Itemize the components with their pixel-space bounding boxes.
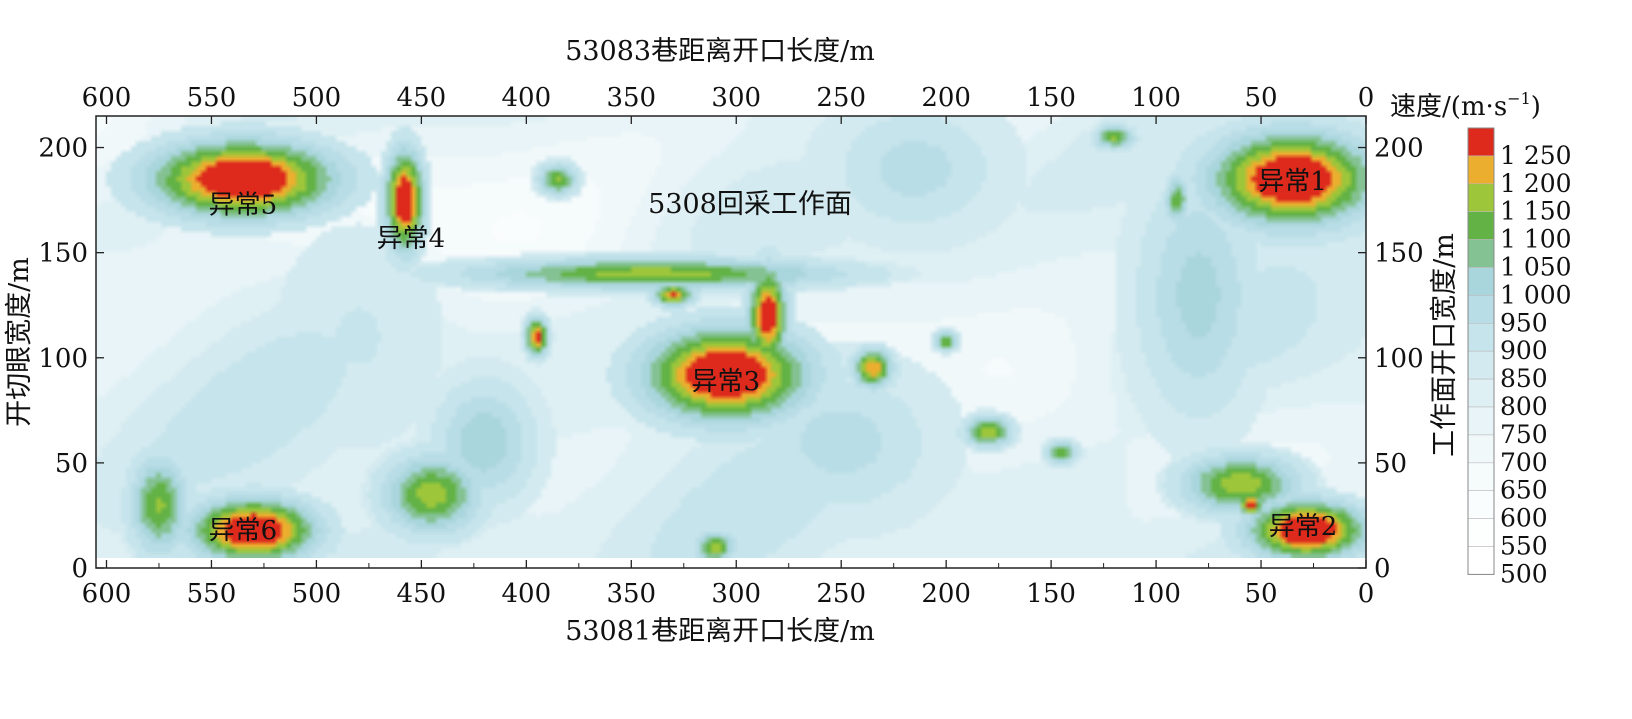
x-top-tick-label: 0 xyxy=(1358,83,1375,113)
colorbar-swatch xyxy=(1467,350,1495,380)
anomaly-label: 异常5 xyxy=(209,190,278,220)
x-top-tick-label: 400 xyxy=(502,83,552,113)
top-axis-title: 53083巷距离开口长度/m xyxy=(565,36,875,67)
colorbar-level-label: 1 150 xyxy=(1500,197,1572,226)
velocity-heatmap xyxy=(96,116,1366,558)
x-top-tick-label: 450 xyxy=(397,83,447,113)
colorbar-level-label: 1 250 xyxy=(1500,141,1572,170)
anomaly-label: 异常4 xyxy=(377,224,446,254)
x-top-tick-label: 200 xyxy=(921,83,971,113)
colorbar-swatch xyxy=(1467,155,1495,185)
x-bottom-tick-label: 0 xyxy=(1358,579,1375,609)
colorbar-swatch xyxy=(1467,406,1495,436)
colorbar-swatch xyxy=(1467,434,1495,464)
x-top-tick-label: 300 xyxy=(711,83,761,113)
colorbar-swatch xyxy=(1467,378,1495,408)
x-bottom-tick-label: 50 xyxy=(1244,579,1277,609)
colorbar-swatch xyxy=(1467,462,1495,491)
y-right-tick-label: 100 xyxy=(1374,344,1424,374)
colorbar-level-label: 700 xyxy=(1500,448,1548,477)
colorbar-swatch xyxy=(1467,239,1495,268)
x-top-tick-label: 550 xyxy=(187,83,237,113)
colorbar-level-label: 900 xyxy=(1500,336,1548,365)
colorbar-swatch xyxy=(1467,322,1495,352)
y-right-tick-label: 150 xyxy=(1374,239,1424,269)
colorbar-level-label: 950 xyxy=(1500,308,1548,337)
colorbar-swatch xyxy=(1467,295,1495,324)
x-top-tick-label: 250 xyxy=(816,83,866,113)
y-left-tick-label: 50 xyxy=(55,449,88,479)
x-bottom-tick-label: 100 xyxy=(1131,579,1181,609)
anomaly-label: 异常6 xyxy=(209,516,278,546)
x-top-tick-label: 100 xyxy=(1131,83,1181,113)
colorbar-level-label: 550 xyxy=(1500,532,1548,561)
x-bottom-tick-label: 600 xyxy=(82,579,132,609)
anomaly-label: 异常1 xyxy=(1258,167,1327,197)
colorbar-title-close: ) xyxy=(1531,92,1541,122)
x-bottom-tick-label: 250 xyxy=(816,579,866,609)
x-bottom-tick-label: 350 xyxy=(606,579,656,609)
x-bottom-tick-label: 300 xyxy=(711,579,761,609)
x-top-tick-label: 350 xyxy=(606,83,656,113)
plot-frame xyxy=(95,115,1367,569)
colorbar-swatch xyxy=(1467,518,1495,547)
colorbar-swatch xyxy=(1467,267,1495,296)
x-top-tick-label: 500 xyxy=(292,83,342,113)
x-bottom-tick-label: 550 xyxy=(187,579,237,609)
x-bottom-tick-label: 500 xyxy=(292,579,342,609)
colorbar-title-main: 速度/(m·s xyxy=(1390,92,1507,122)
colorbar-frame xyxy=(1467,127,1495,575)
colorbar-swatch xyxy=(1467,211,1495,240)
labels-layer: 6006005505505005004504504004003503503003… xyxy=(38,83,1423,609)
y-left-tick-label: 0 xyxy=(71,554,88,584)
bottom-axis-title: 53081巷距离开口长度/m xyxy=(565,616,875,647)
y-right-tick-label: 200 xyxy=(1374,134,1424,164)
y-left-tick-label: 100 xyxy=(38,344,88,374)
colorbar-level-label: 850 xyxy=(1500,364,1548,393)
x-top-tick-label: 50 xyxy=(1244,83,1277,113)
colorbar-title-sup: −1 xyxy=(1507,89,1531,108)
left-axis-title: 开切眼宽度/m xyxy=(4,257,35,427)
x-top-tick-label: 600 xyxy=(82,83,132,113)
colorbar-level-label: 1 050 xyxy=(1500,253,1572,282)
x-top-tick-label: 150 xyxy=(1026,83,1076,113)
colorbar-level-label: 800 xyxy=(1500,392,1548,421)
colorbar-level-label: 600 xyxy=(1500,504,1548,533)
y-left-tick-label: 150 xyxy=(38,239,88,269)
colorbar-swatch xyxy=(1467,490,1495,519)
colorbar-title: 速度/(m·s−1) xyxy=(1390,89,1541,122)
colorbar-level-label: 1 000 xyxy=(1500,280,1572,309)
x-bottom-tick-label: 200 xyxy=(921,579,971,609)
x-bottom-tick-label: 450 xyxy=(397,579,447,609)
anomaly-label: 异常3 xyxy=(691,367,760,397)
colorbar-level-label: 750 xyxy=(1500,420,1548,449)
anomaly-label: 异常2 xyxy=(1269,512,1338,542)
colorbar-level-label: 650 xyxy=(1500,476,1548,505)
colorbar-level-label: 1 100 xyxy=(1500,225,1572,254)
x-bottom-tick-label: 150 xyxy=(1026,579,1076,609)
y-right-tick-label: 0 xyxy=(1374,554,1391,584)
colorbar-swatch xyxy=(1467,546,1495,575)
y-right-tick-label: 50 xyxy=(1374,449,1407,479)
colorbar-level-label: 500 xyxy=(1500,559,1548,588)
y-left-tick-label: 200 xyxy=(38,134,88,164)
working-face-label: 5308回采工作面 xyxy=(648,189,852,220)
colorbar-swatch xyxy=(1467,183,1495,213)
right-axis-title: 工作面开口宽度/m xyxy=(1429,233,1460,457)
colorbar-swatch xyxy=(1467,127,1495,157)
ticks-layer xyxy=(96,116,1367,569)
colorbar-level-label: 1 200 xyxy=(1500,169,1572,198)
x-bottom-tick-label: 400 xyxy=(502,579,552,609)
